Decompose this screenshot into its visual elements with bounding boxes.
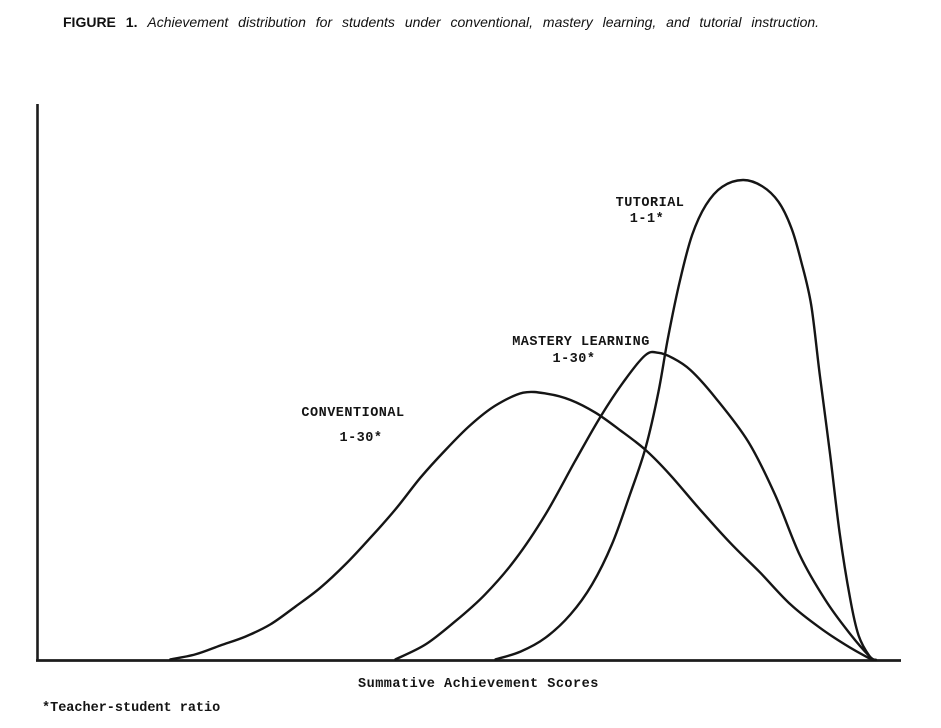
label-conventional: CONVENTIONAL [301,406,405,421]
x-axis-label: Summative Achievement Scores [358,677,599,692]
figure-caption-label: FIGURE 1. [63,14,138,30]
teacher-student-ratio-footnote: *Teacher-student ratio [42,701,221,716]
curve-conventional [169,390,876,662]
curve-tutorial [494,178,878,662]
figure-caption: FIGURE 1. Achievement distribution for s… [63,14,863,32]
label-tutorial-ratio: 1-1* [629,212,665,227]
curve-mastery-learning [394,350,878,662]
label-mastery-learning: MASTERY LEARNING [512,335,650,350]
label-conventional-ratio: 1-30* [339,431,383,446]
label-mastery-learning-ratio: 1-30* [552,352,596,367]
label-tutorial: TUTORIAL [615,196,685,211]
figure-caption-text: Achievement distribution for students un… [147,14,820,30]
